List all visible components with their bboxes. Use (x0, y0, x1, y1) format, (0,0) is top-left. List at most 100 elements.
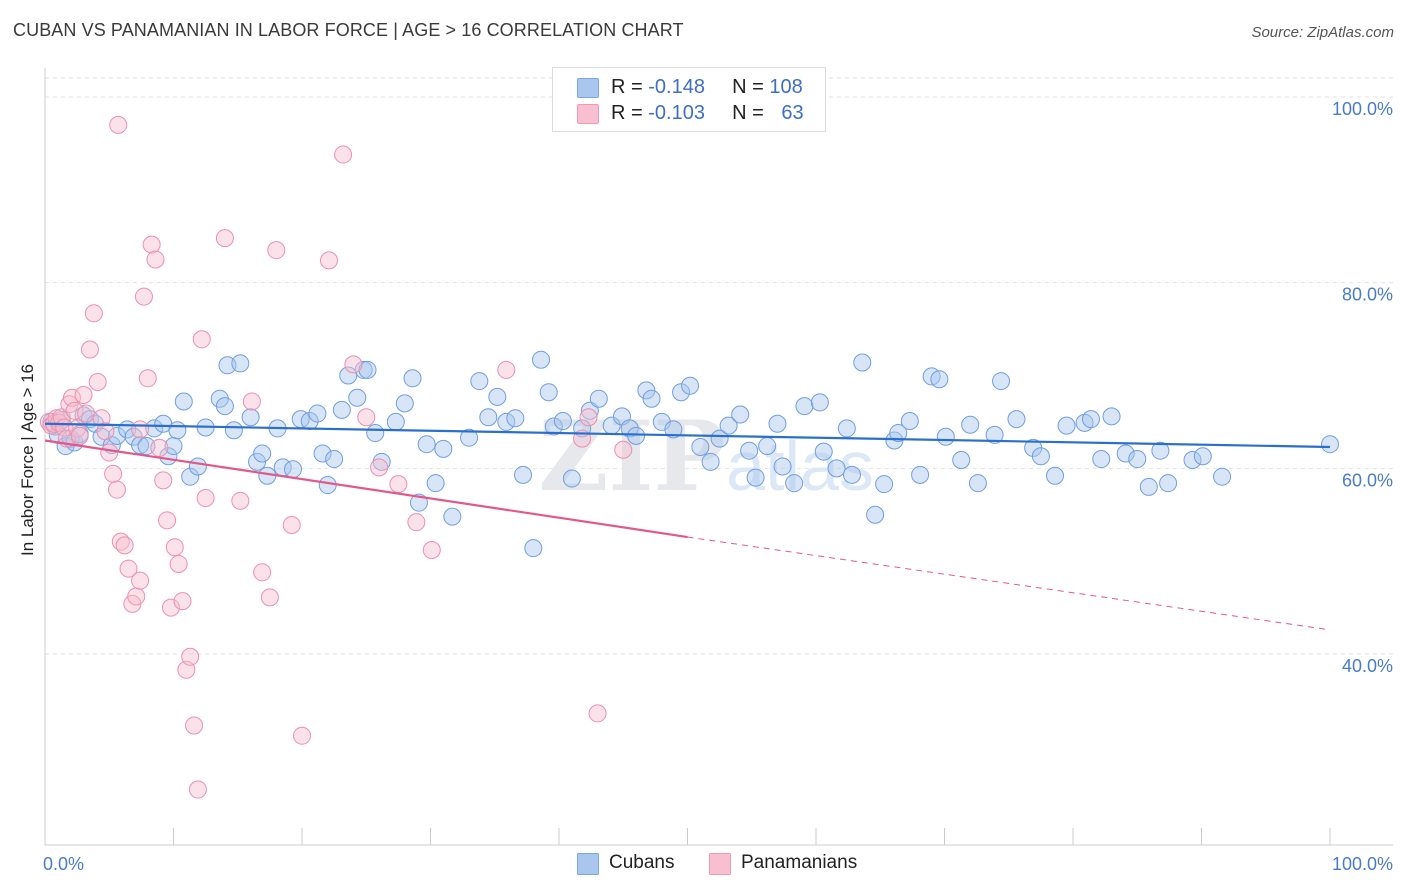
data-point-panamanians (65, 401, 84, 420)
data-point-cubans (810, 393, 829, 412)
data-point-cubans (409, 493, 428, 512)
data-point-cubans (145, 419, 164, 438)
data-point-panamanians (215, 229, 234, 248)
data-point-cubans (664, 420, 683, 439)
legend-r-value-panamanians: -0.103 (648, 102, 705, 124)
y-tick-label: 60.0% (1342, 470, 1393, 490)
data-point-cubans (627, 426, 646, 445)
data-point-cubans (284, 460, 303, 479)
data-point-cubans (746, 468, 765, 487)
data-point-cubans (961, 415, 980, 434)
data-point-cubans (174, 392, 193, 411)
watermark-zip: ZIP (538, 400, 725, 513)
data-point-cubans (354, 360, 373, 379)
data-point-panamanians (77, 404, 96, 423)
data-point-cubans (889, 424, 908, 443)
data-point-cubans (866, 505, 885, 524)
data-point-cubans (701, 452, 720, 471)
y-tick-label: 80.0% (1342, 285, 1393, 305)
data-point-panamanians (181, 647, 200, 666)
data-point-cubans (553, 411, 572, 430)
axes (44, 68, 1393, 846)
legend-r-label: R = (611, 102, 649, 124)
data-point-cubans (181, 467, 200, 486)
data-point-cubans (497, 412, 516, 431)
data-point-cubans (968, 474, 987, 493)
data-point-cubans (1321, 435, 1339, 454)
data-point-panamanians (188, 780, 207, 799)
data-point-cubans (985, 425, 1004, 444)
legend-swatch-cubans (577, 78, 599, 98)
data-point-cubans (875, 475, 894, 494)
data-point-cubans (308, 404, 327, 423)
x-tick-label-max: 100.0% (1332, 854, 1393, 874)
data-point-cubans (719, 416, 738, 435)
data-point-cubans (637, 381, 656, 400)
data-point-cubans (911, 465, 930, 484)
data-point-panamanians (134, 287, 153, 306)
data-point-cubans (215, 397, 234, 416)
legend-n-label: N = (732, 76, 770, 98)
data-point-cubans (1116, 444, 1135, 463)
data-point-cubans (1159, 474, 1178, 493)
data-point-panamanians (579, 408, 598, 427)
data-point-cubans (930, 370, 949, 389)
data-point-cubans (443, 507, 462, 526)
data-point-panamanians (70, 426, 89, 445)
data-point-panamanians (165, 538, 184, 557)
data-point-panamanians (370, 458, 389, 477)
y-tick-label: 40.0% (1342, 656, 1393, 676)
data-point-panamanians (267, 241, 286, 260)
data-point-cubans (395, 394, 414, 413)
data-point-cubans (1128, 450, 1147, 469)
data-point-panamanians (242, 392, 261, 411)
data-point-cubans (544, 417, 563, 436)
data-point-panamanians (282, 515, 301, 534)
data-point-cubans (681, 376, 700, 395)
legend-n-label: N = (732, 102, 770, 124)
data-point-cubans (434, 439, 453, 458)
data-point-cubans (842, 465, 861, 484)
data-point-panamanians (357, 408, 376, 427)
data-point-panamanians (109, 115, 128, 134)
data-point-panamanians (185, 716, 204, 735)
data-point-cubans (562, 469, 581, 488)
data-point-cubans (313, 444, 332, 463)
bottom-legend-swatch-cubans (577, 853, 599, 875)
data-point-panamanians (150, 438, 169, 457)
data-point-cubans (514, 465, 533, 484)
data-point-cubans (253, 444, 272, 463)
data-point-cubans (936, 427, 955, 446)
data-point-cubans (814, 442, 833, 461)
data-point-panamanians (74, 385, 93, 404)
data-point-panamanians (96, 422, 115, 441)
trend-line-panamanians (44, 439, 688, 539)
data-point-cubans (325, 450, 344, 469)
data-point-panamanians (142, 235, 161, 254)
series-panamanians (39, 115, 633, 799)
data-point-cubans (900, 411, 919, 430)
data-point-panamanians (422, 541, 441, 560)
data-point-cubans (768, 414, 787, 433)
data-point-cubans (332, 400, 351, 419)
data-point-cubans (642, 389, 661, 408)
data-point-cubans (241, 408, 260, 427)
data-point-panamanians (389, 475, 408, 494)
data-point-cubans (532, 350, 551, 369)
data-point-panamanians (334, 145, 353, 164)
source-credit: Source: ZipAtlas.com (1251, 24, 1394, 41)
data-point-cubans (853, 353, 872, 372)
bottom-legend-label-cubans: Cubans (609, 852, 675, 873)
data-point-cubans (348, 388, 367, 407)
data-point-cubans (188, 457, 207, 476)
data-point-cubans (539, 383, 558, 402)
data-point-panamanians (100, 443, 119, 462)
legend-r-value-cubans: -0.148 (648, 76, 705, 98)
data-point-cubans (248, 452, 267, 471)
data-point-cubans (366, 424, 385, 443)
x-tick-label-min: 0.0% (43, 854, 84, 874)
trend-line-extension-panamanians (687, 536, 1331, 631)
data-point-panamanians (104, 464, 123, 483)
data-point-panamanians (131, 571, 150, 590)
